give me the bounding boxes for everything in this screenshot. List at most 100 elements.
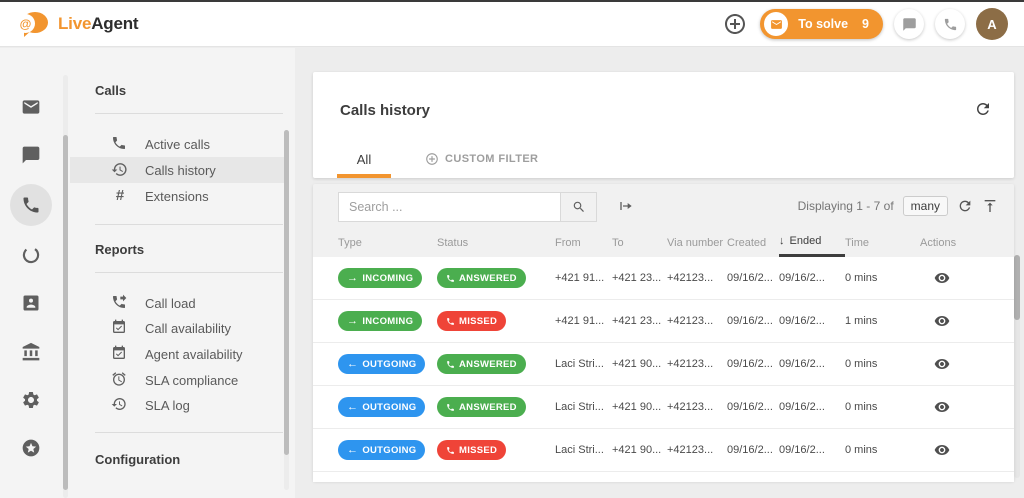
- scroll-to-top-button[interactable]: [982, 198, 998, 214]
- rail-item-customers[interactable]: [21, 293, 41, 313]
- phone-icon: [447, 274, 454, 282]
- panel-scrollbar-thumb[interactable]: [284, 130, 289, 455]
- table-scrollbar-thumb[interactable]: [1014, 255, 1020, 320]
- sidebar-item-sla-compliance[interactable]: SLA compliance: [70, 367, 285, 393]
- to-cell: +421 23...: [612, 272, 662, 284]
- status-badge: ANSWERED: [437, 268, 526, 288]
- sidebar-section-reports: Reports: [95, 242, 145, 257]
- search-icon: [572, 200, 586, 214]
- from-cell: Laci Stri...: [555, 444, 604, 456]
- direction-badge: ← OUTGOING: [338, 440, 426, 460]
- calls-button[interactable]: [935, 9, 965, 39]
- column-header-from[interactable]: From: [555, 236, 581, 249]
- view-call-button[interactable]: [934, 356, 1000, 372]
- rail-item-tickets[interactable]: [21, 97, 41, 117]
- created-cell: 09/16/2...: [727, 444, 773, 456]
- active-tab-underline: [337, 174, 391, 178]
- sidebar-section-calls: Calls: [95, 83, 127, 98]
- table-row[interactable]: → INCOMING MISSED +421 91... +421 23... +…: [313, 300, 1014, 343]
- rail-item-settings[interactable]: [21, 390, 41, 410]
- chats-button[interactable]: [894, 9, 924, 39]
- add-button[interactable]: [721, 10, 749, 38]
- tab-bar: All CUSTOM FILTER: [313, 140, 1014, 178]
- sidebar-item-sla-log[interactable]: SLA log: [70, 392, 285, 418]
- rail-item-chats[interactable]: [21, 145, 41, 165]
- view-call-button[interactable]: [934, 399, 1000, 415]
- via-cell: +42123...: [667, 315, 714, 327]
- sidebar-scrollbar-thumb[interactable]: [63, 135, 68, 490]
- divider: [95, 272, 283, 273]
- to-solve-button[interactable]: To solve 9: [760, 9, 883, 39]
- to-cell: +421 23...: [612, 315, 662, 327]
- sidebar-item-call-availability[interactable]: Call availability: [70, 315, 285, 341]
- divider: [95, 432, 283, 433]
- column-header-to[interactable]: To: [612, 236, 624, 249]
- time-cell: 0 mins: [845, 358, 878, 370]
- tab-custom-filter[interactable]: CUSTOM FILTER: [425, 152, 538, 166]
- direction-badge: → INCOMING: [338, 311, 423, 331]
- status-badge: ANSWERED: [437, 397, 526, 417]
- table-toolbar: Displaying 1 - 7 of many: [313, 184, 1014, 228]
- table-row[interactable]: ← OUTGOING MISSED Laci Stri... +421 90...…: [313, 429, 1014, 472]
- sidebar-item-extensions[interactable]: # Extensions: [70, 183, 285, 209]
- refresh-button[interactable]: [974, 100, 992, 118]
- rail-item-gamification[interactable]: [21, 438, 41, 458]
- from-cell: Laci Stri...: [555, 401, 604, 413]
- column-header-actions: Actions: [920, 236, 957, 249]
- calls-table-card: Displaying 1 - 7 of many Type Status Fro…: [313, 184, 1014, 482]
- total-count-chip[interactable]: many: [902, 196, 948, 216]
- main-content: Calls history All CUSTOM FILTER: [313, 72, 1014, 482]
- top-bar: @ LiveAgent To solve 9 A: [0, 2, 1024, 47]
- sidebar-item-agent-availability[interactable]: Agent availability: [70, 341, 285, 367]
- ring-icon: [21, 245, 41, 265]
- via-cell: +42123...: [667, 358, 714, 370]
- sidebar-item-calls-history[interactable]: Calls history: [70, 157, 285, 183]
- brand-name: LiveAgent: [58, 14, 139, 33]
- time-cell: 0 mins: [845, 401, 878, 413]
- contact-card-icon: [21, 293, 41, 313]
- plus-circle-icon: [425, 152, 439, 166]
- column-header-status[interactable]: Status: [437, 236, 469, 249]
- eye-icon: [934, 402, 950, 412]
- rail-item-billing[interactable]: [21, 342, 41, 362]
- column-header-created[interactable]: Created: [727, 236, 767, 249]
- eye-icon: [934, 316, 950, 326]
- page-title: Calls history: [340, 102, 431, 119]
- column-header-time[interactable]: Time: [845, 236, 870, 249]
- sort-desc-icon: ↓: [779, 235, 785, 247]
- chat-bubble-icon: [902, 17, 917, 32]
- search-button[interactable]: [560, 192, 597, 222]
- to-cell: +421 90...: [612, 401, 662, 413]
- table-row[interactable]: → INCOMING ANSWERED +421 91... +421 23...…: [313, 257, 1014, 300]
- rail-item-calls-active[interactable]: [10, 184, 52, 226]
- plus-circle-icon: [723, 12, 747, 36]
- forward-all-button[interactable]: [617, 198, 633, 214]
- ended-cell: 09/16/2...: [779, 272, 825, 284]
- divider: [95, 224, 283, 225]
- mail-icon: [21, 97, 41, 117]
- time-cell: 0 mins: [845, 272, 878, 284]
- liveagent-logo[interactable]: @ LiveAgent: [16, 9, 139, 39]
- direction-badge: ← OUTGOING: [338, 397, 426, 417]
- tab-all[interactable]: All: [337, 140, 391, 178]
- table-row[interactable]: ← OUTGOING ANSWERED Laci Stri... +421 90.…: [313, 386, 1014, 429]
- view-call-button[interactable]: [934, 313, 1000, 329]
- column-header-ended-sorted[interactable]: ↓ Ended: [779, 228, 845, 257]
- table-row[interactable]: ← OUTGOING ANSWERED Laci Stri... +421 90.…: [313, 343, 1014, 386]
- status-badge: MISSED: [437, 311, 507, 331]
- rail-item-online-visitors[interactable]: [21, 245, 41, 265]
- user-avatar[interactable]: A: [976, 8, 1008, 40]
- from-cell: +421 91...: [555, 315, 605, 327]
- sidebar-item-call-load[interactable]: Call load: [70, 290, 285, 316]
- via-cell: +42123...: [667, 272, 714, 284]
- view-call-button[interactable]: [934, 442, 1000, 458]
- column-header-via-number[interactable]: Via number: [667, 236, 724, 249]
- ended-cell: 09/16/2...: [779, 315, 825, 327]
- sidebar-item-active-calls[interactable]: Active calls: [70, 131, 285, 157]
- chat-bubble-icon: [21, 145, 41, 165]
- refresh-list-button[interactable]: [957, 198, 973, 214]
- phone-icon: [111, 135, 129, 153]
- column-header-type[interactable]: Type: [338, 236, 362, 249]
- view-call-button[interactable]: [934, 270, 1000, 286]
- search-input[interactable]: [338, 192, 560, 222]
